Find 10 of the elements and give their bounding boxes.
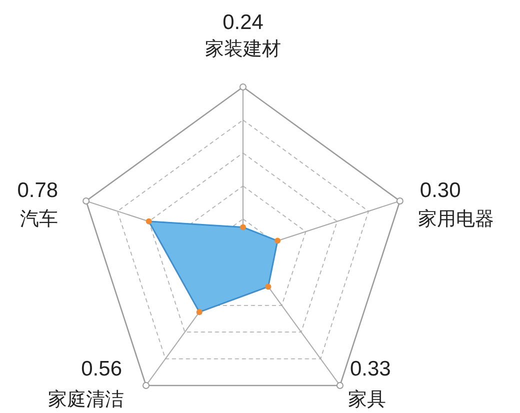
text: 0.56 (81, 357, 122, 380)
spoke-label: 汽车 (20, 208, 58, 230)
text: 0.30 (420, 179, 461, 202)
spoke-label: 家具 (348, 388, 386, 410)
text: 0.78 (17, 179, 58, 202)
spoke-label: 家庭清洁 (48, 388, 124, 410)
spoke-label: 家装建材 (205, 38, 281, 60)
spoke-label: 家用电器 (418, 208, 494, 230)
text: 0.33 (350, 357, 391, 380)
text: 0.24 (222, 11, 264, 34)
